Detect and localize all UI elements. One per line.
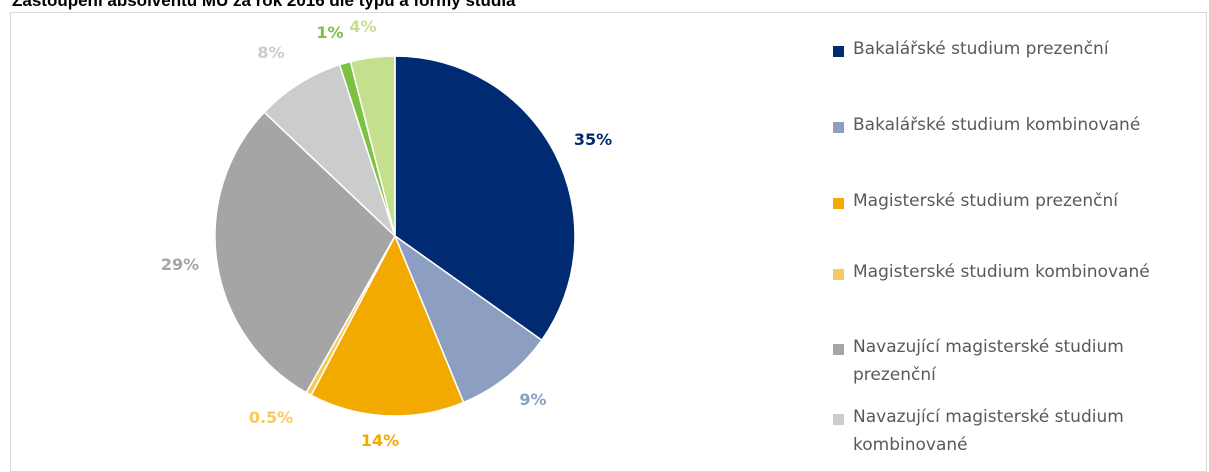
- legend-label: Bakalářské studium prezenční: [853, 39, 1109, 59]
- pie-slice: [349, 55, 396, 237]
- pie-slice: [394, 55, 576, 342]
- pie-slice: [263, 63, 396, 237]
- data-label: 9%: [519, 390, 546, 409]
- chart-title: Zastoupení absolventů MU za rok 2016 dle…: [12, 0, 516, 10]
- data-label: 1%: [316, 23, 343, 42]
- data-label: 14%: [361, 431, 399, 450]
- pie-slice: [214, 111, 396, 394]
- data-label: 8%: [257, 43, 284, 62]
- data-label: 4%: [349, 17, 376, 36]
- legend-swatch: [833, 46, 844, 57]
- data-label: 29%: [161, 255, 199, 274]
- data-label: 0.5%: [249, 408, 293, 427]
- legend-swatch: [833, 414, 844, 425]
- legend-label: Magisterské studium kombinované: [853, 262, 1150, 282]
- legend-swatch: [833, 344, 844, 355]
- legend-swatch: [833, 198, 844, 209]
- pie-slice: [310, 234, 465, 417]
- legend-label: Navazující magisterské studium kombinova…: [853, 407, 1124, 455]
- pie-slice: [393, 233, 543, 404]
- legend-label: Bakalářské studium kombinované: [853, 115, 1141, 135]
- legend-swatch: [833, 122, 844, 133]
- pie-chart: 35% 9% 14% 0.5% 29% 8% 1% 4%: [161, 17, 612, 450]
- legend-label: Navazující magisterské studium prezenční: [853, 337, 1124, 385]
- data-label: 35%: [574, 130, 612, 149]
- legend-label: Magisterské studium prezenční: [853, 191, 1118, 211]
- legend-swatch: [833, 269, 844, 280]
- chart-legend: Bakalářské studium prezenční Bakalářské s…: [833, 0, 1203, 457]
